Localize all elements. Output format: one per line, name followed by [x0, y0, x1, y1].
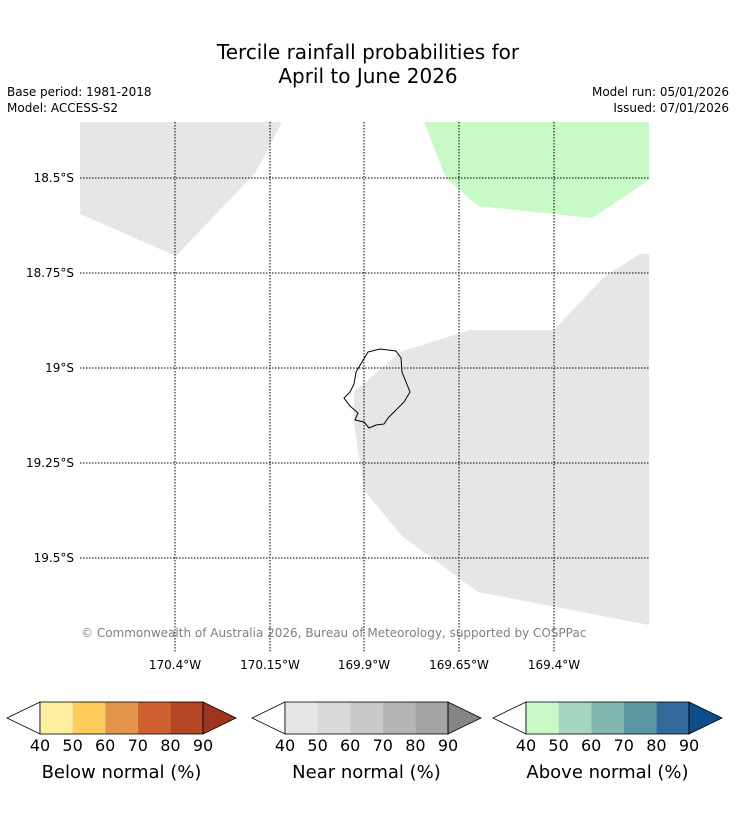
above-normal-segment-1 [526, 702, 559, 734]
lon-label-1: 170.4°W [148, 658, 202, 672]
below-normal-outline [39, 701, 204, 735]
near-normal-tick-40: 40 [274, 736, 296, 755]
below-normal-tick-70: 70 [127, 736, 148, 755]
colorbar-above-normal [492, 701, 723, 735]
above-normal-tick-50: 50 [548, 736, 569, 755]
meta-left: Base period: 1981-2018 Model: ACCESS-S2 [7, 84, 152, 116]
above-normal-segment-2 [558, 702, 592, 734]
niue-island-coastline [343, 348, 411, 429]
above-normal-tick-40: 40 [515, 736, 537, 755]
near-normal-segment-4 [382, 702, 416, 734]
below-normal-segment-5 [170, 702, 203, 734]
above-normal-segment-5 [656, 702, 689, 734]
below-normal-tick-80: 80 [160, 736, 181, 755]
above-normal-outline [525, 701, 690, 735]
map-figure [80, 122, 649, 653]
above-normal-min-extension [492, 701, 527, 735]
near-normal-segment-2 [317, 702, 351, 734]
chart-title-line-2: April to June 2026 [278, 64, 458, 88]
above-normal-tick-80: 80 [646, 736, 667, 755]
near-normal-segment-1 [285, 702, 318, 734]
below-normal-segment-4 [137, 702, 171, 734]
below-normal-tick-40: 40 [29, 736, 51, 755]
near-normal-outline [284, 701, 449, 735]
lat-label-2: 18.75°S [26, 266, 74, 280]
near-normal-title: Near normal (%) [292, 762, 441, 783]
model-run: Model run: 05/01/2026 [591, 85, 729, 99]
near-normal-region-southeast [354, 254, 649, 625]
lon-label-4: 169.65°W [429, 658, 489, 672]
below-normal-min-extension [6, 701, 41, 735]
colorbar-near-normal [251, 701, 482, 735]
lon-label-3: 169.9°W [337, 658, 391, 672]
colorbar-below-normal [6, 701, 237, 735]
below-normal-segment-3 [105, 702, 138, 734]
lon-label-2: 170.15°W [240, 658, 300, 672]
above-normal-max-extension [688, 701, 723, 735]
below-normal-max-extension [202, 701, 237, 735]
meta-right: Model run: 05/01/2026 Issued: 07/01/2026 [592, 84, 729, 116]
near-normal-tick-90: 90 [437, 736, 459, 755]
model-name: Model: ACCESS-S2 [7, 101, 119, 115]
chart-title-line-1: Tercile rainfall probabilities for [216, 40, 520, 64]
above-normal-region-northeast [424, 122, 649, 218]
near-normal-region-northwest [80, 122, 282, 256]
below-normal-tick-90: 90 [192, 736, 214, 755]
lat-label-5: 19.5°S [33, 551, 74, 565]
above-normal-segment-3 [591, 702, 624, 734]
issued-date: Issued: 07/01/2026 [613, 101, 729, 115]
near-normal-min-extension [251, 701, 286, 735]
near-normal-tick-50: 50 [307, 736, 328, 755]
near-normal-tick-70: 70 [372, 736, 393, 755]
near-normal-segment-3 [350, 702, 383, 734]
near-normal-tick-60: 60 [340, 736, 361, 755]
copyright-notice: © Commonwealth of Australia 2026, Bureau… [81, 626, 587, 640]
below-normal-segment-1 [40, 702, 73, 734]
lon-label-5: 169.4°W [527, 658, 581, 672]
lat-label-1: 18.5°S [33, 171, 74, 185]
below-normal-tick-60: 60 [95, 736, 116, 755]
above-normal-title: Above normal (%) [526, 762, 689, 783]
lat-label-4: 19.25°S [26, 456, 74, 470]
near-normal-tick-80: 80 [405, 736, 426, 755]
grid-lines [80, 122, 649, 653]
below-normal-segment-2 [72, 702, 106, 734]
above-normal-segment-4 [623, 702, 657, 734]
near-normal-segment-5 [415, 702, 448, 734]
near-normal-max-extension [447, 701, 482, 735]
base-period: Base period: 1981-2018 [7, 85, 152, 99]
lat-label-3: 19°S [45, 361, 74, 375]
below-normal-title: Below normal (%) [41, 762, 202, 783]
above-normal-tick-90: 90 [678, 736, 700, 755]
below-normal-tick-50: 50 [62, 736, 83, 755]
above-normal-tick-60: 60 [581, 736, 602, 755]
above-normal-tick-70: 70 [613, 736, 634, 755]
